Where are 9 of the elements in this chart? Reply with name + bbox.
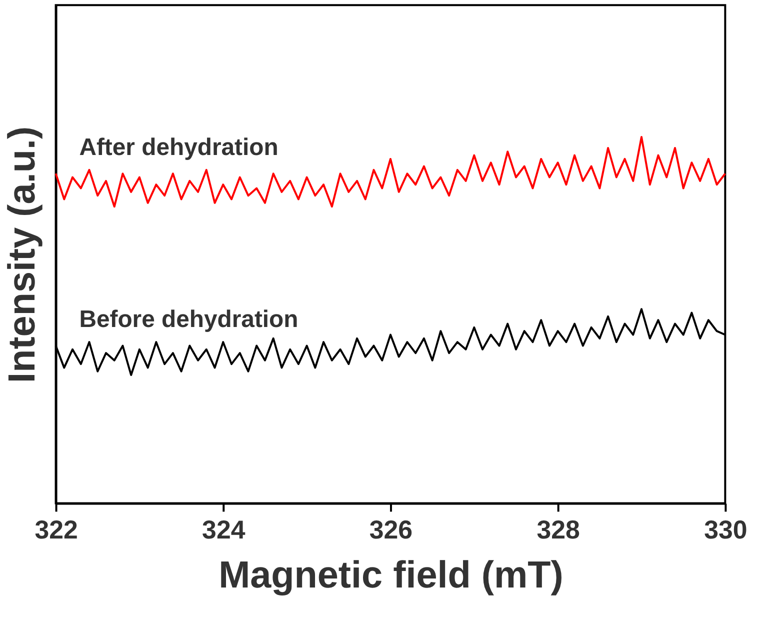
x-tick-label: 330	[704, 516, 748, 545]
series-label: Before dehydration	[79, 306, 298, 334]
x-tick-label: 328	[536, 516, 580, 545]
x-axis-title: Magnetic field (mT)	[218, 554, 564, 596]
y-axis-title: Intensity (a.u.)	[1, 126, 44, 383]
x-tick-label: 322	[34, 516, 78, 545]
series-label: After dehydration	[79, 134, 278, 162]
x-tick-label: 324	[202, 516, 246, 545]
x-tick-label: 326	[369, 516, 413, 545]
